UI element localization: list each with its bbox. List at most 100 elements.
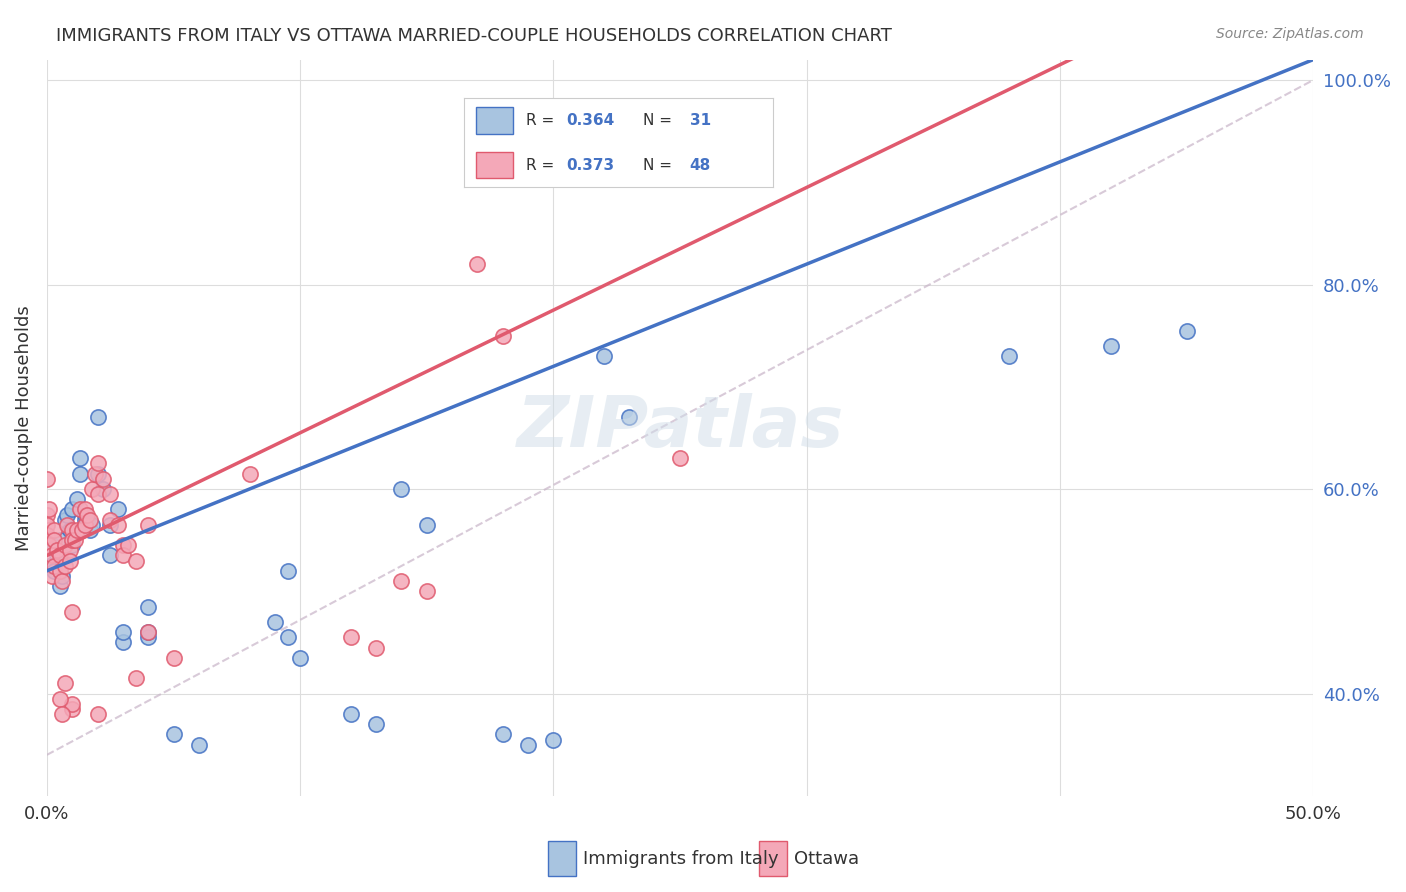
Point — [124, 671, 146, 685]
Point — [111, 635, 134, 649]
Point — [238, 839, 260, 854]
Point — [82, 517, 104, 532]
Point — [60, 538, 83, 552]
Point — [107, 517, 129, 532]
Text: N =: N = — [644, 113, 678, 128]
Point — [73, 513, 96, 527]
Text: IMMIGRANTS FROM ITALY VS OTTAWA MARRIED-COUPLE HOUSEHOLDS CORRELATION CHART: IMMIGRANTS FROM ITALY VS OTTAWA MARRIED-… — [56, 27, 893, 45]
Point — [998, 349, 1021, 363]
Point — [66, 492, 89, 507]
Point — [46, 543, 69, 558]
Point — [79, 523, 101, 537]
Point — [276, 630, 298, 644]
Point — [48, 564, 70, 578]
Point — [416, 584, 439, 599]
Point — [38, 538, 60, 552]
Point — [38, 502, 60, 516]
Point — [48, 691, 70, 706]
Point — [69, 467, 91, 481]
Bar — [477, 152, 513, 178]
Bar — [548, 841, 576, 876]
Point — [136, 625, 159, 640]
Point — [51, 706, 73, 721]
Point — [38, 558, 60, 573]
Point — [136, 630, 159, 644]
Bar — [477, 107, 513, 134]
Point — [69, 502, 91, 516]
Point — [416, 517, 439, 532]
Point — [1099, 339, 1122, 353]
Point — [79, 513, 101, 527]
Point — [593, 349, 616, 363]
Y-axis label: Married-couple Households: Married-couple Households — [15, 305, 32, 550]
Text: ZIPatlas: ZIPatlas — [516, 393, 844, 462]
Point — [238, 467, 260, 481]
Point — [1175, 324, 1198, 338]
Point — [517, 738, 540, 752]
Point — [53, 513, 76, 527]
Point — [124, 553, 146, 567]
Point — [107, 502, 129, 516]
Point — [111, 625, 134, 640]
Point — [51, 574, 73, 588]
Point — [66, 523, 89, 537]
Point — [59, 543, 82, 558]
Point — [60, 605, 83, 619]
Point — [60, 697, 83, 711]
Point — [44, 558, 66, 573]
Point — [98, 513, 121, 527]
Point — [72, 523, 94, 537]
Point — [60, 502, 83, 516]
Point — [86, 487, 108, 501]
Point — [73, 517, 96, 532]
Point — [86, 410, 108, 425]
Point — [76, 508, 98, 522]
Text: 31: 31 — [690, 113, 711, 128]
Point — [288, 650, 311, 665]
Point — [56, 508, 79, 522]
Point — [276, 564, 298, 578]
Point — [35, 528, 58, 542]
Point — [98, 517, 121, 532]
Point — [117, 538, 139, 552]
Point — [48, 549, 70, 563]
Point — [340, 706, 363, 721]
Point — [263, 615, 285, 629]
Point — [366, 717, 388, 731]
Point — [60, 523, 83, 537]
Point — [41, 569, 63, 583]
Point — [56, 517, 79, 532]
Point — [98, 549, 121, 563]
Point — [136, 517, 159, 532]
Point — [73, 502, 96, 516]
Point — [41, 549, 63, 563]
Text: Source: ZipAtlas.com: Source: ZipAtlas.com — [1216, 27, 1364, 41]
Point — [84, 467, 107, 481]
Point — [53, 676, 76, 690]
Point — [44, 564, 66, 578]
Point — [86, 706, 108, 721]
Point — [543, 732, 565, 747]
Point — [492, 727, 515, 741]
Text: Ottawa: Ottawa — [794, 849, 859, 868]
Point — [35, 508, 58, 522]
Point — [53, 558, 76, 573]
Point — [366, 640, 388, 655]
Point — [86, 467, 108, 481]
Point — [136, 625, 159, 640]
Point — [46, 549, 69, 563]
Text: R =: R = — [526, 158, 560, 172]
Point — [391, 482, 413, 496]
Point — [136, 599, 159, 614]
Point — [492, 328, 515, 343]
Point — [35, 517, 58, 532]
Point — [44, 533, 66, 548]
Text: 0.364: 0.364 — [567, 113, 614, 128]
Point — [111, 538, 134, 552]
Text: Immigrants from Italy: Immigrants from Italy — [583, 849, 779, 868]
Point — [98, 487, 121, 501]
Point — [619, 410, 641, 425]
Point — [162, 650, 184, 665]
Point — [82, 482, 104, 496]
Point — [63, 533, 86, 548]
